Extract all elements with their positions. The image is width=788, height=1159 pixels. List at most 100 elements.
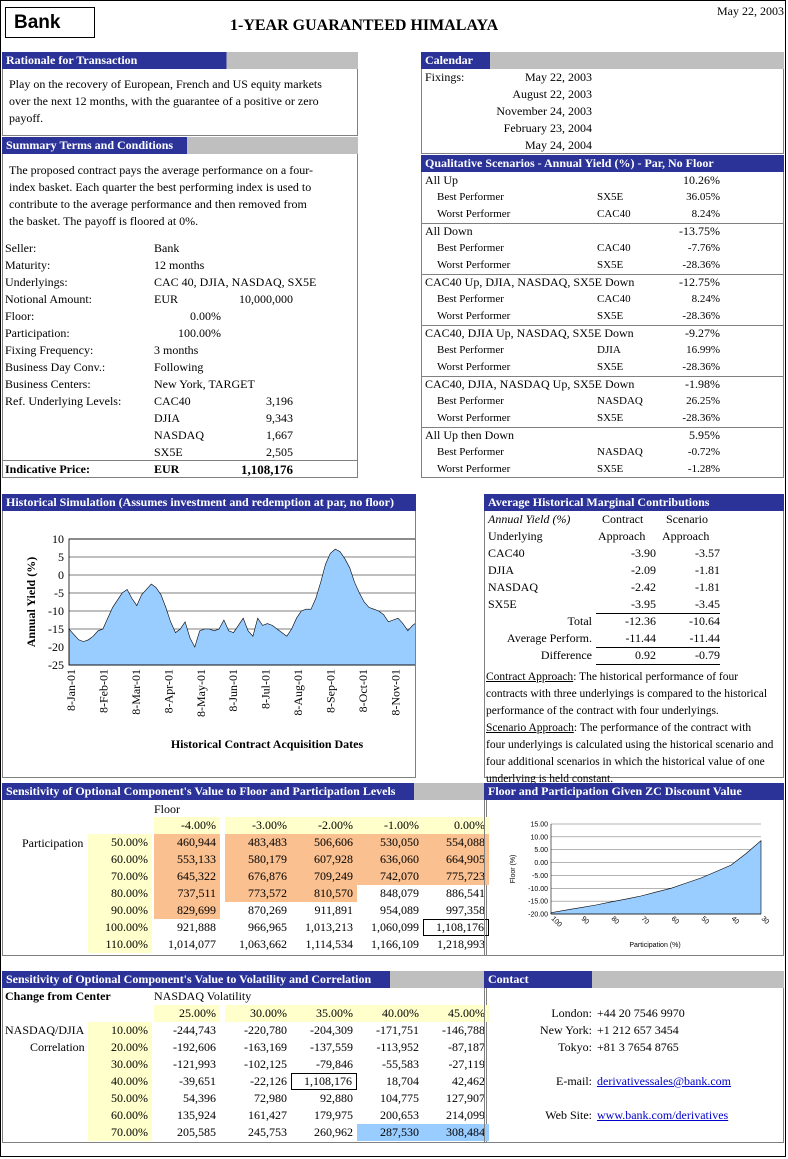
table-cell: 135,924 [177, 1108, 216, 1122]
table-cell: -121,993 [173, 1057, 216, 1071]
scenario-yield: 10.26% [683, 173, 720, 187]
row-header: 50.00% [88, 834, 152, 851]
best-performer-yield: 8.24% [691, 293, 720, 305]
term-label: Underlyings: [5, 275, 68, 289]
table-cell: 554,088 [423, 834, 489, 851]
x-axis-label: Participation (%) [629, 942, 680, 949]
x-tick-label: 8-Mar-01 [129, 669, 143, 715]
table-cell: -102,125 [244, 1057, 287, 1071]
best-performer-label: Best Performer [437, 191, 504, 203]
ref-underlying: CAC40 [154, 394, 191, 408]
x-tick-label: 8-Oct-01 [356, 669, 370, 712]
x-tick-label: 8-Jul-01 [259, 669, 273, 709]
contact-phone: +44 20 7546 9970 [597, 1006, 685, 1020]
summary-header: Summary Terms and Conditions [2, 137, 358, 154]
worst-performer-index: SX5E [597, 310, 624, 322]
table-cell: 553,133 [154, 851, 220, 868]
ref-underlying: SX5E [154, 445, 183, 459]
worst-performer-yield: -1.28% [687, 463, 720, 475]
table-cell: 742,070 [357, 868, 423, 885]
table-cell: 506,606 [291, 834, 357, 851]
yield-area-series [68, 548, 415, 666]
y-tick-label: 10 [52, 532, 64, 546]
y-tick-label: 15.00 [530, 822, 548, 829]
rationale-line: over the next 12 months, with the guaran… [9, 94, 319, 108]
best-performer-index: SX5E [597, 191, 624, 203]
contact-city: New York: [539, 1023, 592, 1037]
note-line: contracts with three underlyings is comp… [486, 686, 767, 703]
table-cell: -113,952 [376, 1040, 419, 1054]
y-tick-label: -15 [48, 622, 64, 636]
table-cell: 911,891 [314, 903, 353, 917]
table-cell: 483,483 [225, 834, 291, 851]
note-text: four underlyings is calculated using the… [486, 739, 774, 751]
page-title: 1-YEAR GUARANTEED HIMALAYA [230, 17, 499, 34]
table-cell: 645,322 [154, 868, 220, 885]
y-tick-label: -10.00 [528, 886, 548, 893]
row-header: 100.00% [88, 919, 152, 936]
table-cell: -137,559 [310, 1040, 353, 1054]
table-cell: -55,583 [382, 1057, 419, 1071]
table-cell: -87,187 [448, 1040, 485, 1054]
x-tick-label: 8-May-01 [194, 669, 208, 717]
x-axis-label: Historical Contract Acquisition Dates [171, 737, 364, 751]
table-cell: -27,119 [448, 1057, 485, 1071]
x-tick-label: 8-Jan-01 [64, 669, 78, 711]
table-cell: 179,975 [314, 1108, 353, 1122]
best-performer-index: NASDAQ [597, 446, 643, 458]
table-cell: 810,570 [291, 885, 357, 902]
contact-phone: +1 212 657 3454 [597, 1023, 679, 1037]
term-label: Maturity: [5, 258, 51, 272]
marginal-avg-scenario: -11.44 [689, 631, 720, 645]
website-link[interactable]: www.bank.com/derivatives [597, 1108, 729, 1122]
row-header: 10.00% [88, 1022, 152, 1039]
table-cell: 205,585 [177, 1125, 216, 1139]
y-tick-label: -5.00 [532, 873, 548, 880]
email-link[interactable]: derivativessales@bank.com [597, 1074, 732, 1088]
worst-performer-label: Worst Performer [437, 412, 511, 424]
note-text: underlying is held constant. [486, 773, 614, 785]
correlation-label-1: NASDAQ/DJIA [5, 1023, 85, 1037]
table-cell: -220,780 [244, 1023, 287, 1037]
x-tick-label: 30 [760, 915, 771, 926]
best-performer-yield: 36.05% [686, 191, 720, 203]
y-tick-label: -25 [48, 658, 64, 672]
fp-header: Floor and Participation Given ZC Discoun… [484, 783, 784, 800]
term-extra: 10,000,000 [239, 292, 293, 306]
row-header: 50.00% [88, 1090, 152, 1107]
table-cell: 42,462 [452, 1074, 485, 1088]
fixing-date: February 23, 2004 [503, 121, 592, 135]
table-cell: 308,484 [423, 1124, 489, 1141]
term-value: New York, TARGET [154, 377, 255, 391]
table-cell: 773,572 [225, 885, 291, 902]
price-row-border [2, 460, 358, 461]
y-tick-label: -20.00 [528, 912, 548, 919]
table-cell: 997,358 [446, 903, 485, 917]
col-header: -1.00% [357, 817, 423, 834]
y-tick-label: 5.00 [534, 847, 548, 854]
best-performer-yield: 16.99% [686, 344, 720, 356]
x-tick-label: 8-Aug-01 [291, 669, 305, 716]
term-value: Bank [154, 241, 180, 255]
worst-performer-yield: -28.36% [682, 259, 720, 271]
best-performer-label: Best Performer [437, 395, 504, 407]
worst-performer-index: CAC40 [597, 208, 631, 220]
col-contract: Contract [602, 512, 644, 526]
table-cell: 1,014,077 [168, 937, 216, 951]
marginal-scenario: -3.45 [695, 597, 720, 611]
scenario-yield: -9.27% [685, 326, 720, 340]
fixing-date: May 24, 2004 [525, 138, 592, 152]
col-header: 0.00% [423, 817, 489, 834]
table-cell: 636,060 [357, 851, 423, 868]
col-header: 25.00% [154, 1005, 220, 1022]
term-value: Following [154, 360, 204, 374]
table-cell: 1,063,662 [239, 937, 287, 951]
marginal-contract: -2.42 [631, 580, 656, 594]
table-cell: -163,169 [244, 1040, 287, 1054]
marginal-diff-contract: 0.92 [635, 648, 656, 662]
best-performer-index: DJIA [597, 344, 621, 356]
table-cell: 1,108,176 [423, 919, 489, 936]
row-header: 60.00% [88, 851, 152, 868]
table-cell: 127,907 [446, 1091, 485, 1105]
y-tick-label: -5 [54, 586, 64, 600]
